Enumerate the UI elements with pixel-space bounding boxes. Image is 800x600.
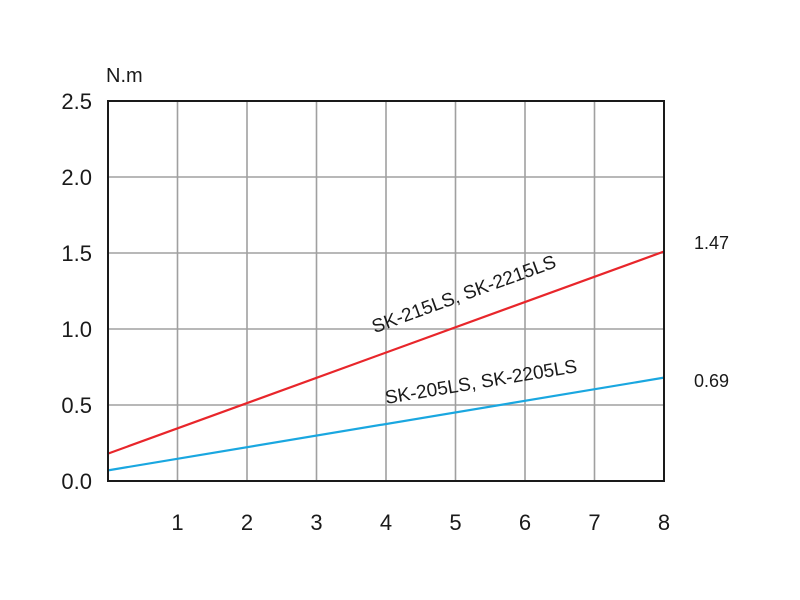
y-tick-label: 0.0 xyxy=(61,469,92,494)
series-label-1: SK-205LS, SK-2205LS xyxy=(384,356,579,409)
grid xyxy=(108,101,664,481)
end-value-label-1: 0.69 xyxy=(694,371,729,391)
x-tick-label: 1 xyxy=(171,510,183,535)
plot-frame xyxy=(107,100,665,482)
x-tick-label: 7 xyxy=(588,510,600,535)
x-axis-ticks: 1 2 3 4 5 6 7 8 xyxy=(171,510,670,535)
x-tick-label: 4 xyxy=(380,510,392,535)
x-tick-label: 5 xyxy=(449,510,461,535)
end-value-labels: 1.47 0.69 xyxy=(694,233,729,391)
y-tick-label: 2.0 xyxy=(61,165,92,190)
y-axis-ticks: 0.0 0.5 1.0 1.5 2.0 2.5 xyxy=(61,89,92,494)
y-tick-label: 1.0 xyxy=(61,317,92,342)
x-tick-label: 2 xyxy=(241,510,253,535)
y-tick-label: 1.5 xyxy=(61,241,92,266)
series-line-1 xyxy=(107,376,665,472)
x-tick-label: 3 xyxy=(310,510,322,535)
x-tick-label: 6 xyxy=(519,510,531,535)
series-line-0 xyxy=(107,250,665,455)
y-tick-label: 0.5 xyxy=(61,393,92,418)
y-tick-label: 2.5 xyxy=(61,89,92,114)
x-tick-label: 8 xyxy=(658,510,670,535)
y-axis-unit: N.m xyxy=(106,65,143,87)
end-value-label-0: 1.47 xyxy=(694,233,729,253)
series-lines xyxy=(107,250,665,472)
